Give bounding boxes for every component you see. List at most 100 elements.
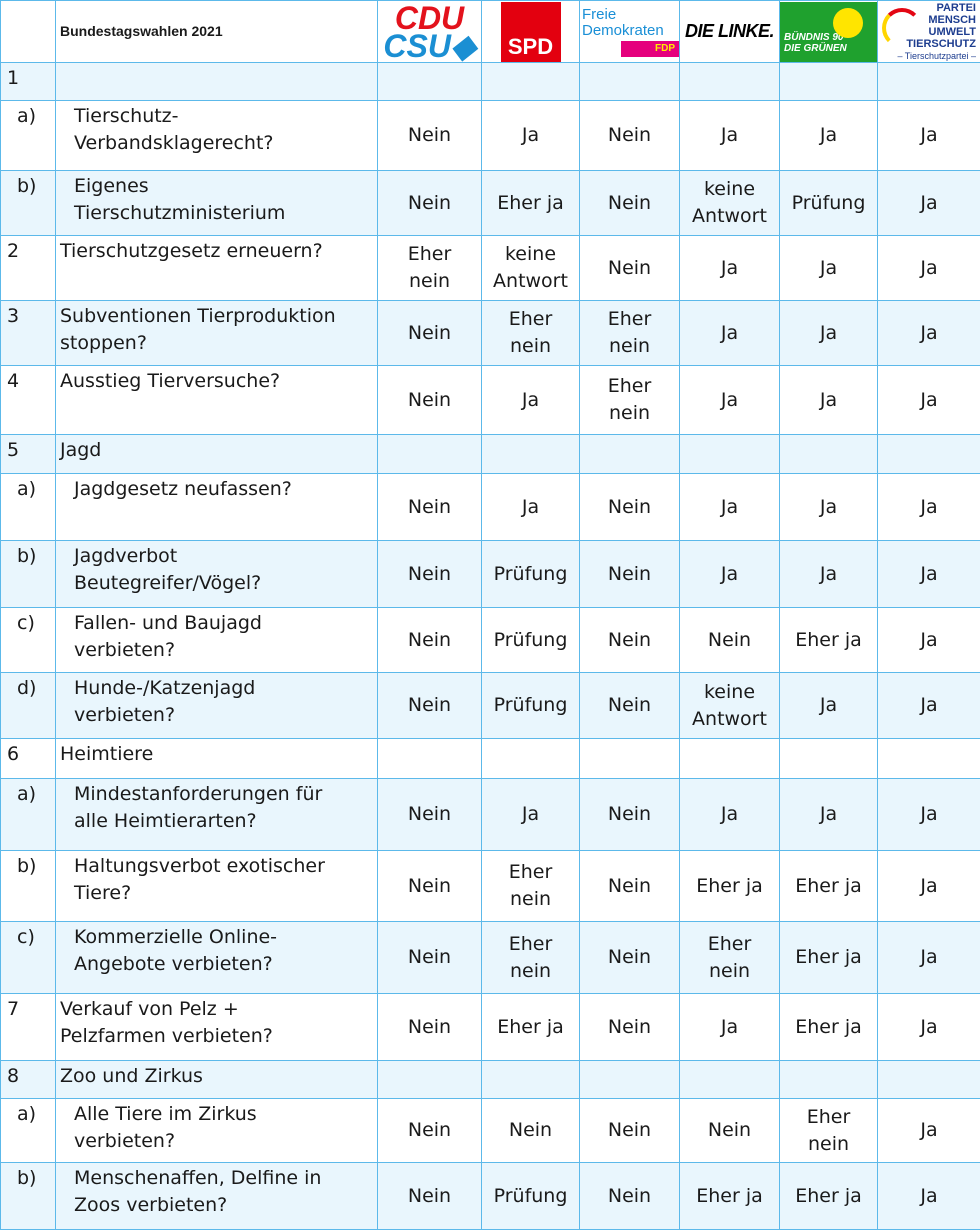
answer-linke: Ja bbox=[680, 994, 780, 1061]
answer-gruene: Ja bbox=[780, 474, 878, 541]
row-number: 7 bbox=[1, 994, 56, 1061]
answer-cdu-csu: Nein bbox=[378, 922, 482, 994]
answer-linke bbox=[680, 1061, 780, 1099]
answer-cdu-csu bbox=[378, 1061, 482, 1099]
answer-spd: Ja bbox=[482, 779, 580, 851]
table-row: c)Kommerzielle Online-Angebote verbieten… bbox=[1, 922, 980, 994]
answer-spd: Prüfung bbox=[482, 673, 580, 739]
answer-gruene: Ja bbox=[780, 673, 878, 739]
answer-fdp: Nein bbox=[580, 1099, 680, 1163]
row-number: 2 bbox=[1, 236, 56, 301]
row-number: 8 bbox=[1, 1061, 56, 1099]
answer-tierschutzpartei: Ja bbox=[878, 851, 980, 922]
answer-linke bbox=[680, 739, 780, 779]
answer-gruene: Eher ja bbox=[780, 994, 878, 1061]
answer-linke: Ja bbox=[680, 541, 780, 608]
answer-gruene bbox=[780, 739, 878, 779]
answer-spd: Prüfung bbox=[482, 541, 580, 608]
question: Tierschutz-Verbandsklagerecht? bbox=[56, 101, 378, 171]
answer-gruene: Prüfung bbox=[780, 171, 878, 236]
answer-linke: Ja bbox=[680, 474, 780, 541]
row-number: a) bbox=[1, 474, 56, 541]
row-number: a) bbox=[1, 779, 56, 851]
question: Heimtiere bbox=[56, 739, 378, 779]
answer-gruene: Eher ja bbox=[780, 922, 878, 994]
answer-fdp: Nein bbox=[580, 541, 680, 608]
answer-tierschutzpartei: Ja bbox=[878, 673, 980, 739]
answer-tierschutzpartei: Ja bbox=[878, 994, 980, 1061]
answer-gruene bbox=[780, 435, 878, 474]
answer-fdp: Nein bbox=[580, 994, 680, 1061]
answer-cdu-csu: Nein bbox=[378, 608, 482, 673]
answer-cdu-csu: Nein bbox=[378, 301, 482, 366]
answer-cdu-csu: Nein bbox=[378, 541, 482, 608]
row-number: b) bbox=[1, 851, 56, 922]
row-number: a) bbox=[1, 101, 56, 171]
answer-tierschutzpartei: Ja bbox=[878, 541, 980, 608]
answer-cdu-csu: Nein bbox=[378, 994, 482, 1061]
answer-cdu-csu: Nein bbox=[378, 1163, 482, 1230]
answer-gruene: Ja bbox=[780, 236, 878, 301]
answer-tierschutzpartei: Ja bbox=[878, 1163, 980, 1230]
answer-cdu-csu: Nein bbox=[378, 673, 482, 739]
answer-gruene: Eher ja bbox=[780, 608, 878, 673]
question: Zoo und Zirkus bbox=[56, 1061, 378, 1099]
answer-spd: Prüfung bbox=[482, 1163, 580, 1230]
answer-spd bbox=[482, 435, 580, 474]
answer-fdp bbox=[580, 435, 680, 474]
answer-cdu-csu: Nein bbox=[378, 101, 482, 171]
answer-gruene: Eher ja bbox=[780, 851, 878, 922]
row-number: 3 bbox=[1, 301, 56, 366]
answer-spd bbox=[482, 63, 580, 101]
question bbox=[56, 63, 378, 101]
answer-cdu-csu bbox=[378, 63, 482, 101]
answer-fdp bbox=[580, 1061, 680, 1099]
row-number: b) bbox=[1, 171, 56, 236]
answer-tierschutzpartei: Ja bbox=[878, 236, 980, 301]
linke-logo: DIE LINKE. bbox=[680, 2, 779, 62]
answer-fdp: Nein bbox=[580, 922, 680, 994]
table-row: 1 bbox=[1, 63, 980, 101]
answer-cdu-csu: Nein bbox=[378, 779, 482, 851]
answer-spd bbox=[482, 1061, 580, 1099]
answer-cdu-csu: Nein bbox=[378, 851, 482, 922]
answer-linke: Eher ja bbox=[680, 851, 780, 922]
answer-linke: Ja bbox=[680, 301, 780, 366]
answer-tierschutzpartei: Ja bbox=[878, 474, 980, 541]
answer-tierschutzpartei bbox=[878, 739, 980, 779]
sunflower-icon bbox=[833, 8, 863, 38]
answer-gruene: Eher ja bbox=[780, 1163, 878, 1230]
answer-cdu-csu: Nein bbox=[378, 366, 482, 435]
answer-tierschutzpartei: Ja bbox=[878, 171, 980, 236]
answer-linke: Ja bbox=[680, 779, 780, 851]
answer-fdp: Nein bbox=[580, 608, 680, 673]
answer-tierschutzpartei: Ja bbox=[878, 101, 980, 171]
